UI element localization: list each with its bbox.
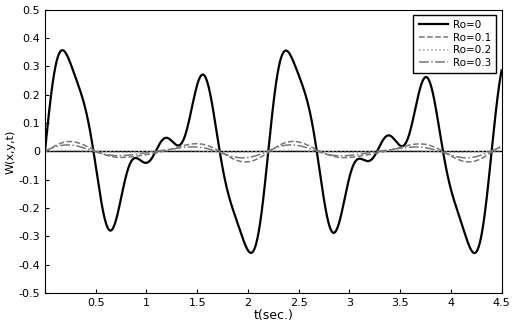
Ro=0.2 [61, 149, 67, 153]
Ro=0.1 [498, 144, 505, 148]
Ro=0.1 [265, 150, 271, 154]
Ro=0.1 [69, 140, 75, 144]
Ro=0.1 [243, 160, 249, 164]
Ro=0.2 [265, 149, 271, 153]
Ro=0 [498, 69, 505, 72]
Ro=0.2 [474, 150, 480, 154]
Line: Ro=0.2: Ro=0.2 [45, 151, 502, 152]
Ro=0.1 [61, 140, 67, 144]
Ro=0.2 [399, 149, 405, 153]
Ro=0 [42, 150, 48, 154]
Ro=0.3 [69, 143, 75, 147]
Ro=0.3 [61, 143, 67, 147]
Ro=0.2 [44, 149, 50, 153]
Ro=0.2 [132, 150, 138, 154]
X-axis label: t(sec.): t(sec.) [253, 309, 293, 322]
Line: Ro=0: Ro=0 [45, 50, 502, 253]
Line: Ro=0.1: Ro=0.1 [45, 141, 502, 162]
Ro=0.3 [288, 143, 294, 147]
Ro=0.2 [42, 149, 48, 153]
Ro=0.3 [240, 156, 246, 160]
Ro=0.2 [498, 149, 505, 153]
Legend: Ro=0, Ro=0.1, Ro=0.2, Ro=0.3: Ro=0, Ro=0.1, Ro=0.2, Ro=0.3 [413, 15, 496, 73]
Ro=0.1 [132, 154, 138, 158]
Ro=0.2 [69, 149, 75, 153]
Line: Ro=0.3: Ro=0.3 [45, 145, 502, 158]
Ro=0.3 [44, 148, 50, 152]
Ro=0.1 [44, 149, 50, 153]
Ro=0.3 [265, 149, 271, 153]
Ro=0 [44, 129, 50, 133]
Ro=0.3 [132, 153, 138, 156]
Ro=0.2 [455, 150, 461, 154]
Ro=0.1 [42, 150, 48, 154]
Ro=0 [69, 66, 75, 70]
Ro=0 [265, 150, 271, 154]
Ro=0.3 [498, 145, 505, 149]
Ro=0 [471, 251, 477, 255]
Ro=0 [59, 48, 66, 52]
Ro=0 [474, 248, 480, 252]
Ro=0 [61, 49, 67, 53]
Ro=0.1 [474, 158, 480, 162]
Ro=0.3 [474, 154, 480, 158]
Ro=0.1 [290, 139, 296, 143]
Y-axis label: W(x,y,t): W(x,y,t) [6, 129, 15, 174]
Ro=0.3 [42, 149, 48, 153]
Ro=0 [132, 156, 138, 160]
